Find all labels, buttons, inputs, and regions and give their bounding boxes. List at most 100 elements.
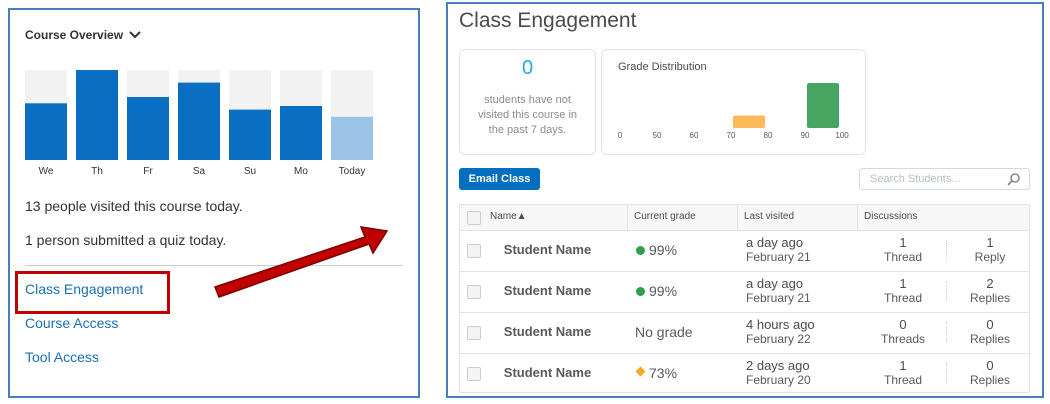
threads-count: 1 [899, 276, 907, 291]
replies-label: Replies [969, 373, 1011, 387]
column-divider [857, 205, 858, 230]
student-name[interactable]: Student Name [503, 242, 592, 257]
x-tick-label: 80 [764, 131, 773, 140]
column-divider [627, 205, 628, 230]
row-divider [460, 353, 1029, 354]
stat-text: 13 people visited this course today. [25, 198, 243, 214]
replies-label: Replies [969, 332, 1011, 346]
grade-distribution-card [601, 49, 866, 155]
bar [76, 70, 118, 160]
email-button[interactable]: Email Class [459, 168, 540, 190]
cell-divider [946, 240, 947, 260]
student-name[interactable]: Student Name [503, 283, 592, 298]
replies-count: 0 [986, 317, 994, 332]
last-visited-date: February 22 [746, 332, 811, 346]
x-tick-label: Su [244, 166, 256, 177]
panel-title: Course Overview [25, 28, 124, 42]
inactive-card [459, 49, 596, 155]
threads-label: Threads [880, 332, 926, 346]
row-divider [460, 271, 1029, 272]
student-name[interactable]: Student Name [503, 365, 592, 380]
grade-bar [733, 115, 765, 128]
x-tick-label: Mo [294, 166, 308, 177]
grade: No grade [635, 324, 693, 340]
x-tick-label: Sa [193, 166, 206, 177]
bar [280, 106, 322, 160]
grade-bar [807, 83, 839, 128]
threads-label: Thread [883, 291, 923, 305]
arrow [214, 226, 389, 298]
grade: 73% [649, 365, 678, 381]
column-header: Name▲ [490, 211, 527, 222]
column-header: Current grade [634, 211, 696, 222]
threads-label: Thread [883, 250, 923, 264]
checkbox[interactable] [467, 367, 481, 381]
bar [178, 82, 220, 160]
panel-title: Class Engagement [459, 9, 637, 32]
grade-marker [636, 287, 645, 296]
visits-chart: We Th Fr Sa Su Mo Today [25, 70, 373, 177]
link[interactable]: Class Engagement [25, 281, 144, 297]
checkbox[interactable] [467, 326, 481, 340]
bar [229, 109, 271, 160]
x-tick-label: 0 [618, 131, 623, 140]
replies-count: 1 [986, 235, 994, 250]
stat-text: 1 person submitted a quiz today. [25, 232, 227, 248]
divider [25, 265, 403, 266]
grade-marker [636, 246, 645, 255]
search-box[interactable] [859, 168, 1030, 190]
last-visited: a day ago [746, 276, 804, 291]
checkbox[interactable] [467, 285, 481, 299]
student-name[interactable]: Student Name [503, 324, 592, 339]
column-header: Last visited [744, 211, 795, 222]
replies-count: 0 [986, 358, 994, 373]
threads-label: Thread [883, 373, 923, 387]
threads-count: 0 [899, 317, 907, 332]
threads-count: 1 [899, 235, 907, 250]
grade-marker [635, 366, 646, 377]
search-placeholder: Search Students... [870, 173, 961, 185]
last-visited-date: February 21 [746, 250, 811, 264]
chevron[interactable] [128, 30, 142, 40]
card-title: Grade Distribution [618, 61, 707, 73]
last-visited-date: February 20 [746, 373, 811, 387]
cell-divider [946, 281, 947, 301]
class-engagement-panel [446, 2, 1044, 398]
last-visited: 4 hours ago [746, 317, 815, 332]
x-tick-label: 100 [835, 131, 849, 140]
inactive-text: students have not visited this course in… [477, 94, 578, 136]
table-header [460, 205, 1029, 231]
x-tick-label: 50 [653, 131, 662, 140]
replies-label: Reply [974, 250, 1006, 264]
search-icon[interactable] [1007, 172, 1021, 186]
x-tick-label: Th [91, 166, 103, 177]
threads-count: 1 [899, 358, 907, 373]
student-table: Name▲ Current grade Last visited Discussion… [459, 204, 1030, 393]
column-header: Discussions [864, 211, 918, 222]
inactive-count: 0 [521, 57, 534, 79]
last-visited: a day ago [746, 235, 804, 250]
link[interactable]: Tool Access [25, 349, 99, 365]
grade: 99% [649, 283, 678, 299]
x-tick-label: We [39, 166, 54, 177]
row-divider [460, 312, 1029, 313]
last-visited: 2 days ago [746, 358, 810, 373]
x-tick-label: 90 [801, 131, 810, 140]
checkbox[interactable] [467, 211, 481, 225]
x-tick-label: 60 [690, 131, 699, 140]
column-divider [737, 205, 738, 230]
last-visited-date: February 21 [746, 291, 811, 305]
grade: 99% [649, 242, 678, 258]
checkbox[interactable] [467, 244, 481, 258]
bar [25, 103, 67, 160]
x-tick-label: Fr [143, 166, 153, 177]
bar [331, 116, 373, 160]
x-tick-label: Today [339, 166, 366, 177]
grade-chart: 0 50 60 70 80 90 100 [618, 83, 849, 140]
replies-label: Replies [969, 291, 1011, 305]
link[interactable]: Course Access [25, 315, 119, 331]
cell-divider [946, 322, 947, 342]
x-tick-label: 70 [727, 131, 736, 140]
course-overview-panel [8, 8, 420, 398]
